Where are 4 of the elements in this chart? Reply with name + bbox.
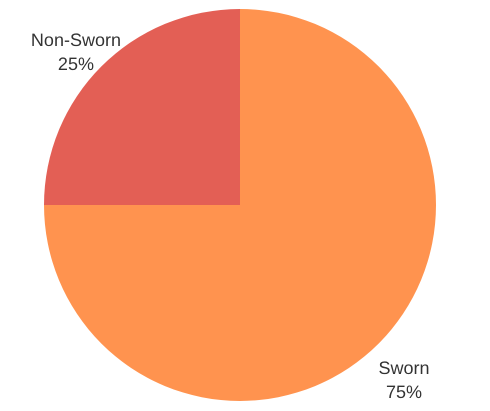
slice-label: Non-Sworn [30,30,121,50]
slice-label: Sworn [378,358,430,378]
data-label: 25% [58,54,94,74]
data-label: 75% [386,382,422,402]
